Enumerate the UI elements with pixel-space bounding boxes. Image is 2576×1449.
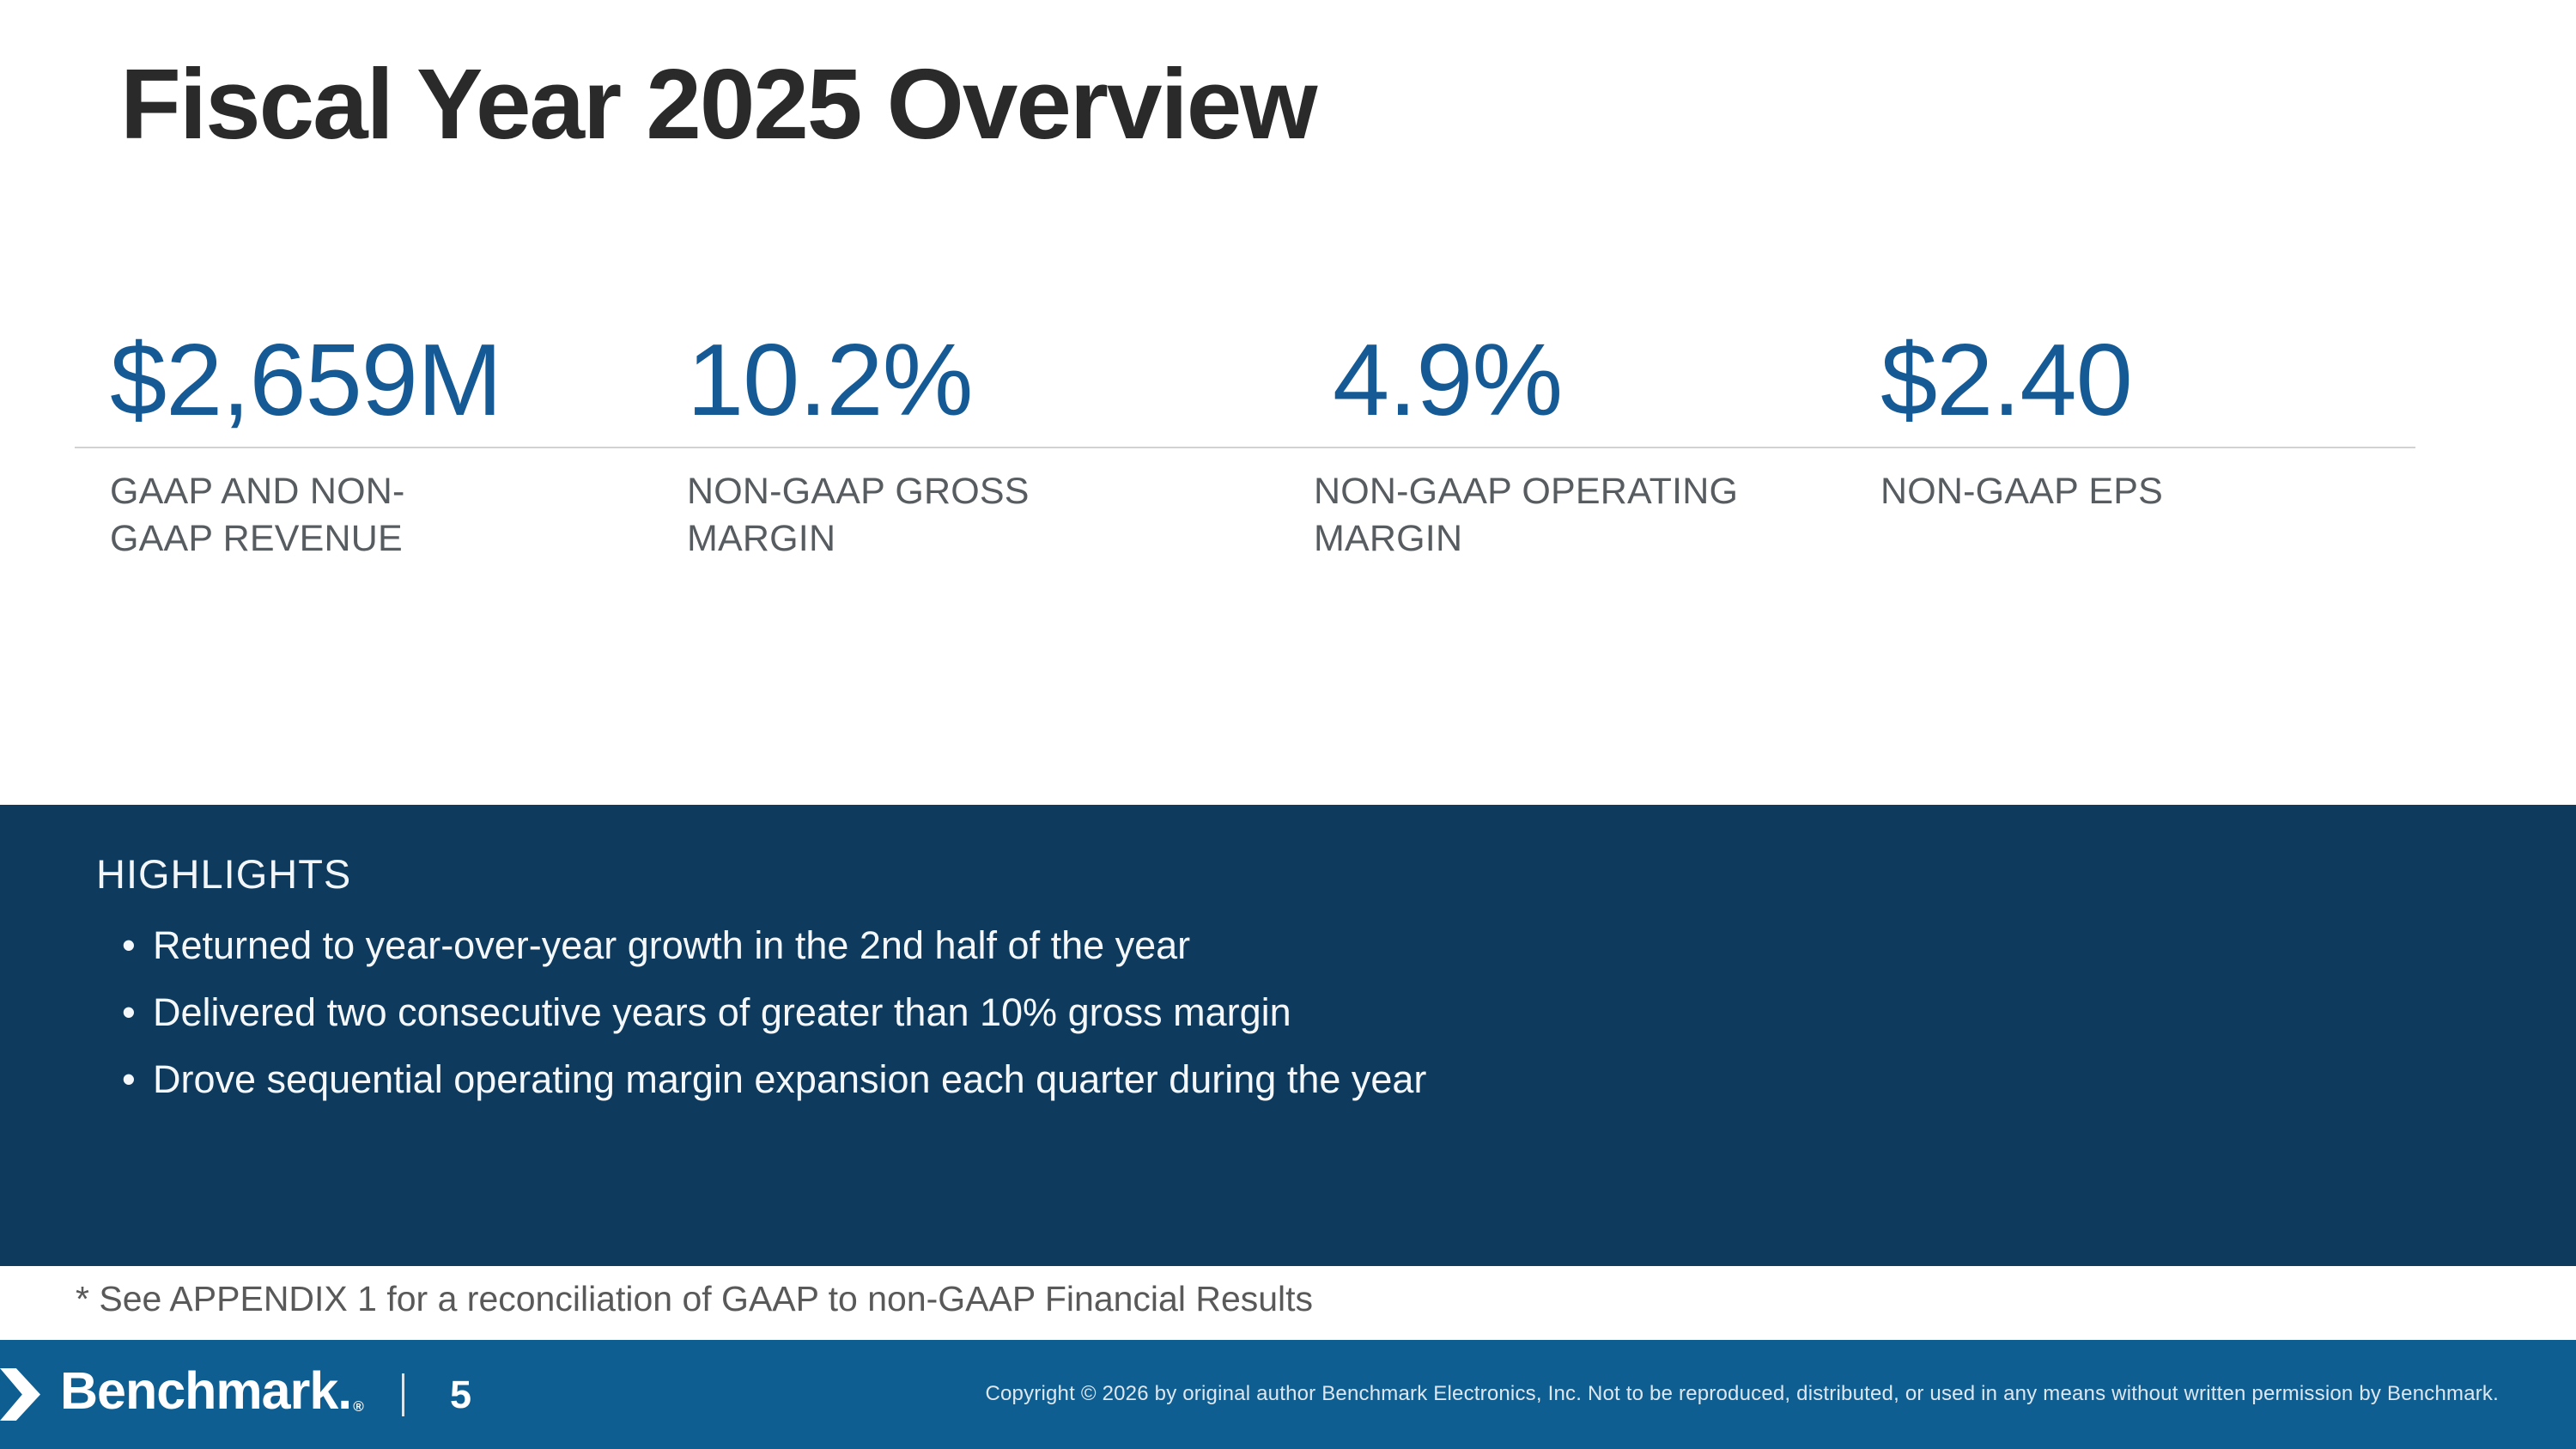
page-number: 5 (450, 1373, 472, 1416)
highlights-bullet-list: Returned to year-over-year growth in the… (122, 926, 1426, 1127)
footer-bar: Benchmark. ® 5 Copyright © 2026 by origi… (0, 1340, 2576, 1449)
highlights-heading: HIGHLIGHTS (96, 851, 352, 897)
benchmark-chevron-icon (0, 1368, 40, 1421)
page-title: Fiscal Year 2025 Overview (120, 48, 1318, 160)
metric-eps-value: $2.40 (1880, 323, 2133, 437)
benchmark-logo-text: Benchmark. (60, 1361, 352, 1420)
metric-gross-margin-label: NON-GAAP GROSS MARGIN (687, 471, 1030, 559)
footer-separator (402, 1373, 404, 1416)
metric-gross-margin: 10.2% NON-GAAP GROSS MARGIN (687, 329, 1236, 563)
highlight-bullet: Drove sequential operating margin expans… (122, 1060, 1426, 1099)
metric-revenue-value: $2,659M (110, 323, 502, 437)
highlight-bullet: Returned to year-over-year growth in the… (122, 926, 1426, 965)
metric-gross-margin-value: 10.2% (687, 323, 973, 437)
metric-eps-label: NON-GAAP EPS (1880, 471, 2163, 512)
benchmark-logo: Benchmark. ® (60, 1365, 364, 1417)
metric-operating-margin: 4.9% NON-GAAP OPERATING MARGIN (1314, 329, 1863, 563)
metric-operating-margin-value: 4.9% (1333, 323, 1563, 437)
metric-operating-margin-label: NON-GAAP OPERATING MARGIN (1314, 471, 1739, 559)
highlight-bullet: Delivered two consecutive years of great… (122, 993, 1426, 1032)
metric-eps: $2.40 NON-GAAP EPS (1880, 329, 2430, 515)
metric-revenue-label: GAAP AND NON- GAAP REVENUE (110, 471, 405, 559)
highlights-band: HIGHLIGHTS Returned to year-over-year gr… (0, 805, 2576, 1266)
copyright-text: Copyright © 2026 by original author Benc… (985, 1382, 2499, 1405)
gaap-reconciliation-footnote: * See APPENDIX 1 for a reconciliation of… (76, 1279, 1314, 1318)
metric-revenue: $2,659M GAAP AND NON- GAAP REVENUE (110, 329, 659, 563)
metrics-divider-line (75, 447, 2415, 448)
registered-trademark-icon: ® (353, 1398, 364, 1415)
